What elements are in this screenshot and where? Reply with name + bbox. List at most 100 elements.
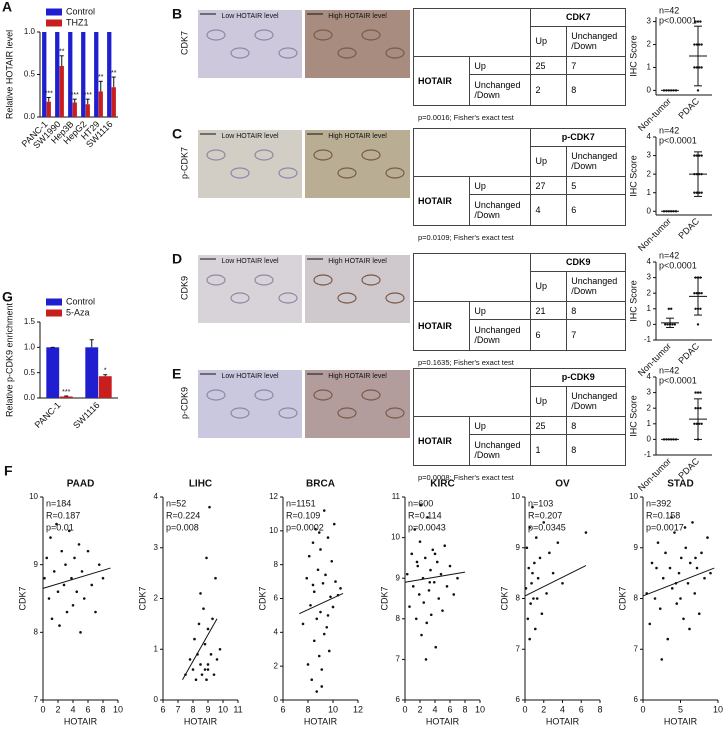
data-point — [316, 568, 320, 572]
tissue-structure — [254, 29, 274, 41]
panel-label: G — [2, 289, 13, 305]
data-point — [431, 548, 435, 552]
column-header: Unchanged /Down — [566, 145, 626, 178]
tissue-structure — [230, 47, 250, 59]
data-point — [688, 627, 691, 631]
panel-label: D — [172, 251, 182, 267]
data-point — [693, 592, 697, 595]
histology-image — [305, 370, 410, 438]
data-point — [305, 576, 309, 580]
x-axis-label: HOTAIR — [546, 716, 580, 726]
data-point — [45, 556, 49, 560]
tissue-structure — [230, 167, 250, 179]
y-tick-label: 4 — [647, 257, 652, 266]
y-tick-label: 1 — [647, 304, 652, 313]
tissue-structure — [206, 149, 226, 161]
histology-image — [198, 10, 302, 78]
annotation: p<0.0001 — [659, 375, 697, 385]
data-point — [694, 20, 697, 23]
table-header: CDK7 — [530, 8, 626, 27]
marker-label: p-CDK7 — [179, 147, 189, 179]
x-tick-label: PANC-1 — [33, 400, 63, 430]
x-tick-label: 6 — [280, 704, 285, 714]
marker-label: CDK7 — [179, 31, 189, 55]
fit-line — [524, 565, 587, 597]
panel-label: B — [172, 6, 182, 22]
fit-line — [42, 567, 111, 589]
table-note: p=0.0109; Fisher's exact test — [418, 233, 515, 242]
data-point — [695, 154, 698, 157]
data-point — [214, 576, 217, 580]
data-point — [415, 560, 419, 564]
annotation: p=0.0345 — [528, 522, 566, 532]
data-point — [673, 531, 676, 534]
x-tick-label: 0 — [522, 704, 527, 714]
table-row: Up Unchanged /Down — [414, 270, 626, 303]
x-tick-label: 0 — [402, 704, 407, 714]
data-point — [696, 323, 700, 326]
image-label: High HOTAIR level — [328, 133, 387, 140]
annotation: n=42 — [659, 250, 679, 260]
data-point — [330, 559, 334, 563]
data-point — [101, 576, 105, 580]
data-point — [693, 292, 696, 295]
data-point — [315, 617, 319, 621]
data-point — [528, 637, 531, 641]
data-point — [693, 154, 696, 157]
data-point — [321, 581, 325, 585]
legend-label: Control — [66, 6, 95, 16]
table-row: Unchanged /Down 6 7 — [414, 318, 626, 352]
data-point — [670, 516, 673, 519]
data-point — [209, 653, 213, 656]
data-point — [324, 573, 327, 577]
image-label: High HOTAIR level — [328, 13, 387, 20]
image-label: Low HOTAIR level — [221, 258, 278, 265]
panel-label: F — [4, 463, 13, 479]
data-point — [695, 43, 698, 46]
column-header: Up — [530, 270, 568, 303]
x-tick-label: 5 — [678, 704, 683, 714]
y-tick-label: 1 — [154, 644, 159, 653]
data-point — [332, 522, 336, 526]
bar — [68, 32, 73, 117]
y-tick-label: 6 — [396, 695, 401, 704]
data-point — [658, 607, 662, 610]
annotation: p=0.0017 — [646, 522, 684, 532]
y-tick-label: 0 — [647, 435, 652, 444]
y-tick-label: 0.0 — [24, 112, 36, 121]
y-tick-label: 7 — [34, 695, 39, 704]
y-tick-label: 10 — [29, 492, 38, 501]
row-header: HOTAIR — [412, 56, 471, 106]
data-point — [531, 505, 534, 509]
data-point — [418, 540, 422, 543]
data-point — [422, 601, 426, 604]
significance: ** — [98, 74, 104, 81]
x-tick-label: 8 — [462, 704, 467, 714]
data-point — [62, 583, 66, 587]
data-point — [700, 43, 703, 46]
x-tick-label: 4 — [560, 704, 565, 714]
data-point — [700, 422, 703, 425]
data-point — [320, 668, 324, 671]
data-point — [679, 597, 682, 600]
cell-count: 1 — [530, 433, 568, 467]
data-point — [445, 585, 449, 588]
x-tick-label: SW1116 — [71, 400, 102, 431]
data-point — [695, 566, 699, 570]
x-tick-label: 7 — [175, 704, 180, 714]
x-tick-label: 10 — [113, 704, 123, 714]
data-point — [425, 621, 429, 625]
x-axis-label: HOTAIR — [426, 716, 460, 726]
data-point — [683, 526, 687, 529]
data-point — [56, 590, 60, 594]
data-point — [315, 690, 319, 693]
data-point — [94, 610, 97, 614]
column-header: Unchanged /Down — [566, 385, 626, 418]
annotation: p=0.008 — [166, 522, 199, 532]
x-tick-label: 10 — [328, 704, 338, 714]
data-point — [322, 509, 326, 512]
data-point — [405, 572, 409, 576]
x-tick-label: PDAC — [676, 456, 701, 481]
tissue-structure — [313, 389, 333, 401]
data-point — [424, 658, 428, 661]
